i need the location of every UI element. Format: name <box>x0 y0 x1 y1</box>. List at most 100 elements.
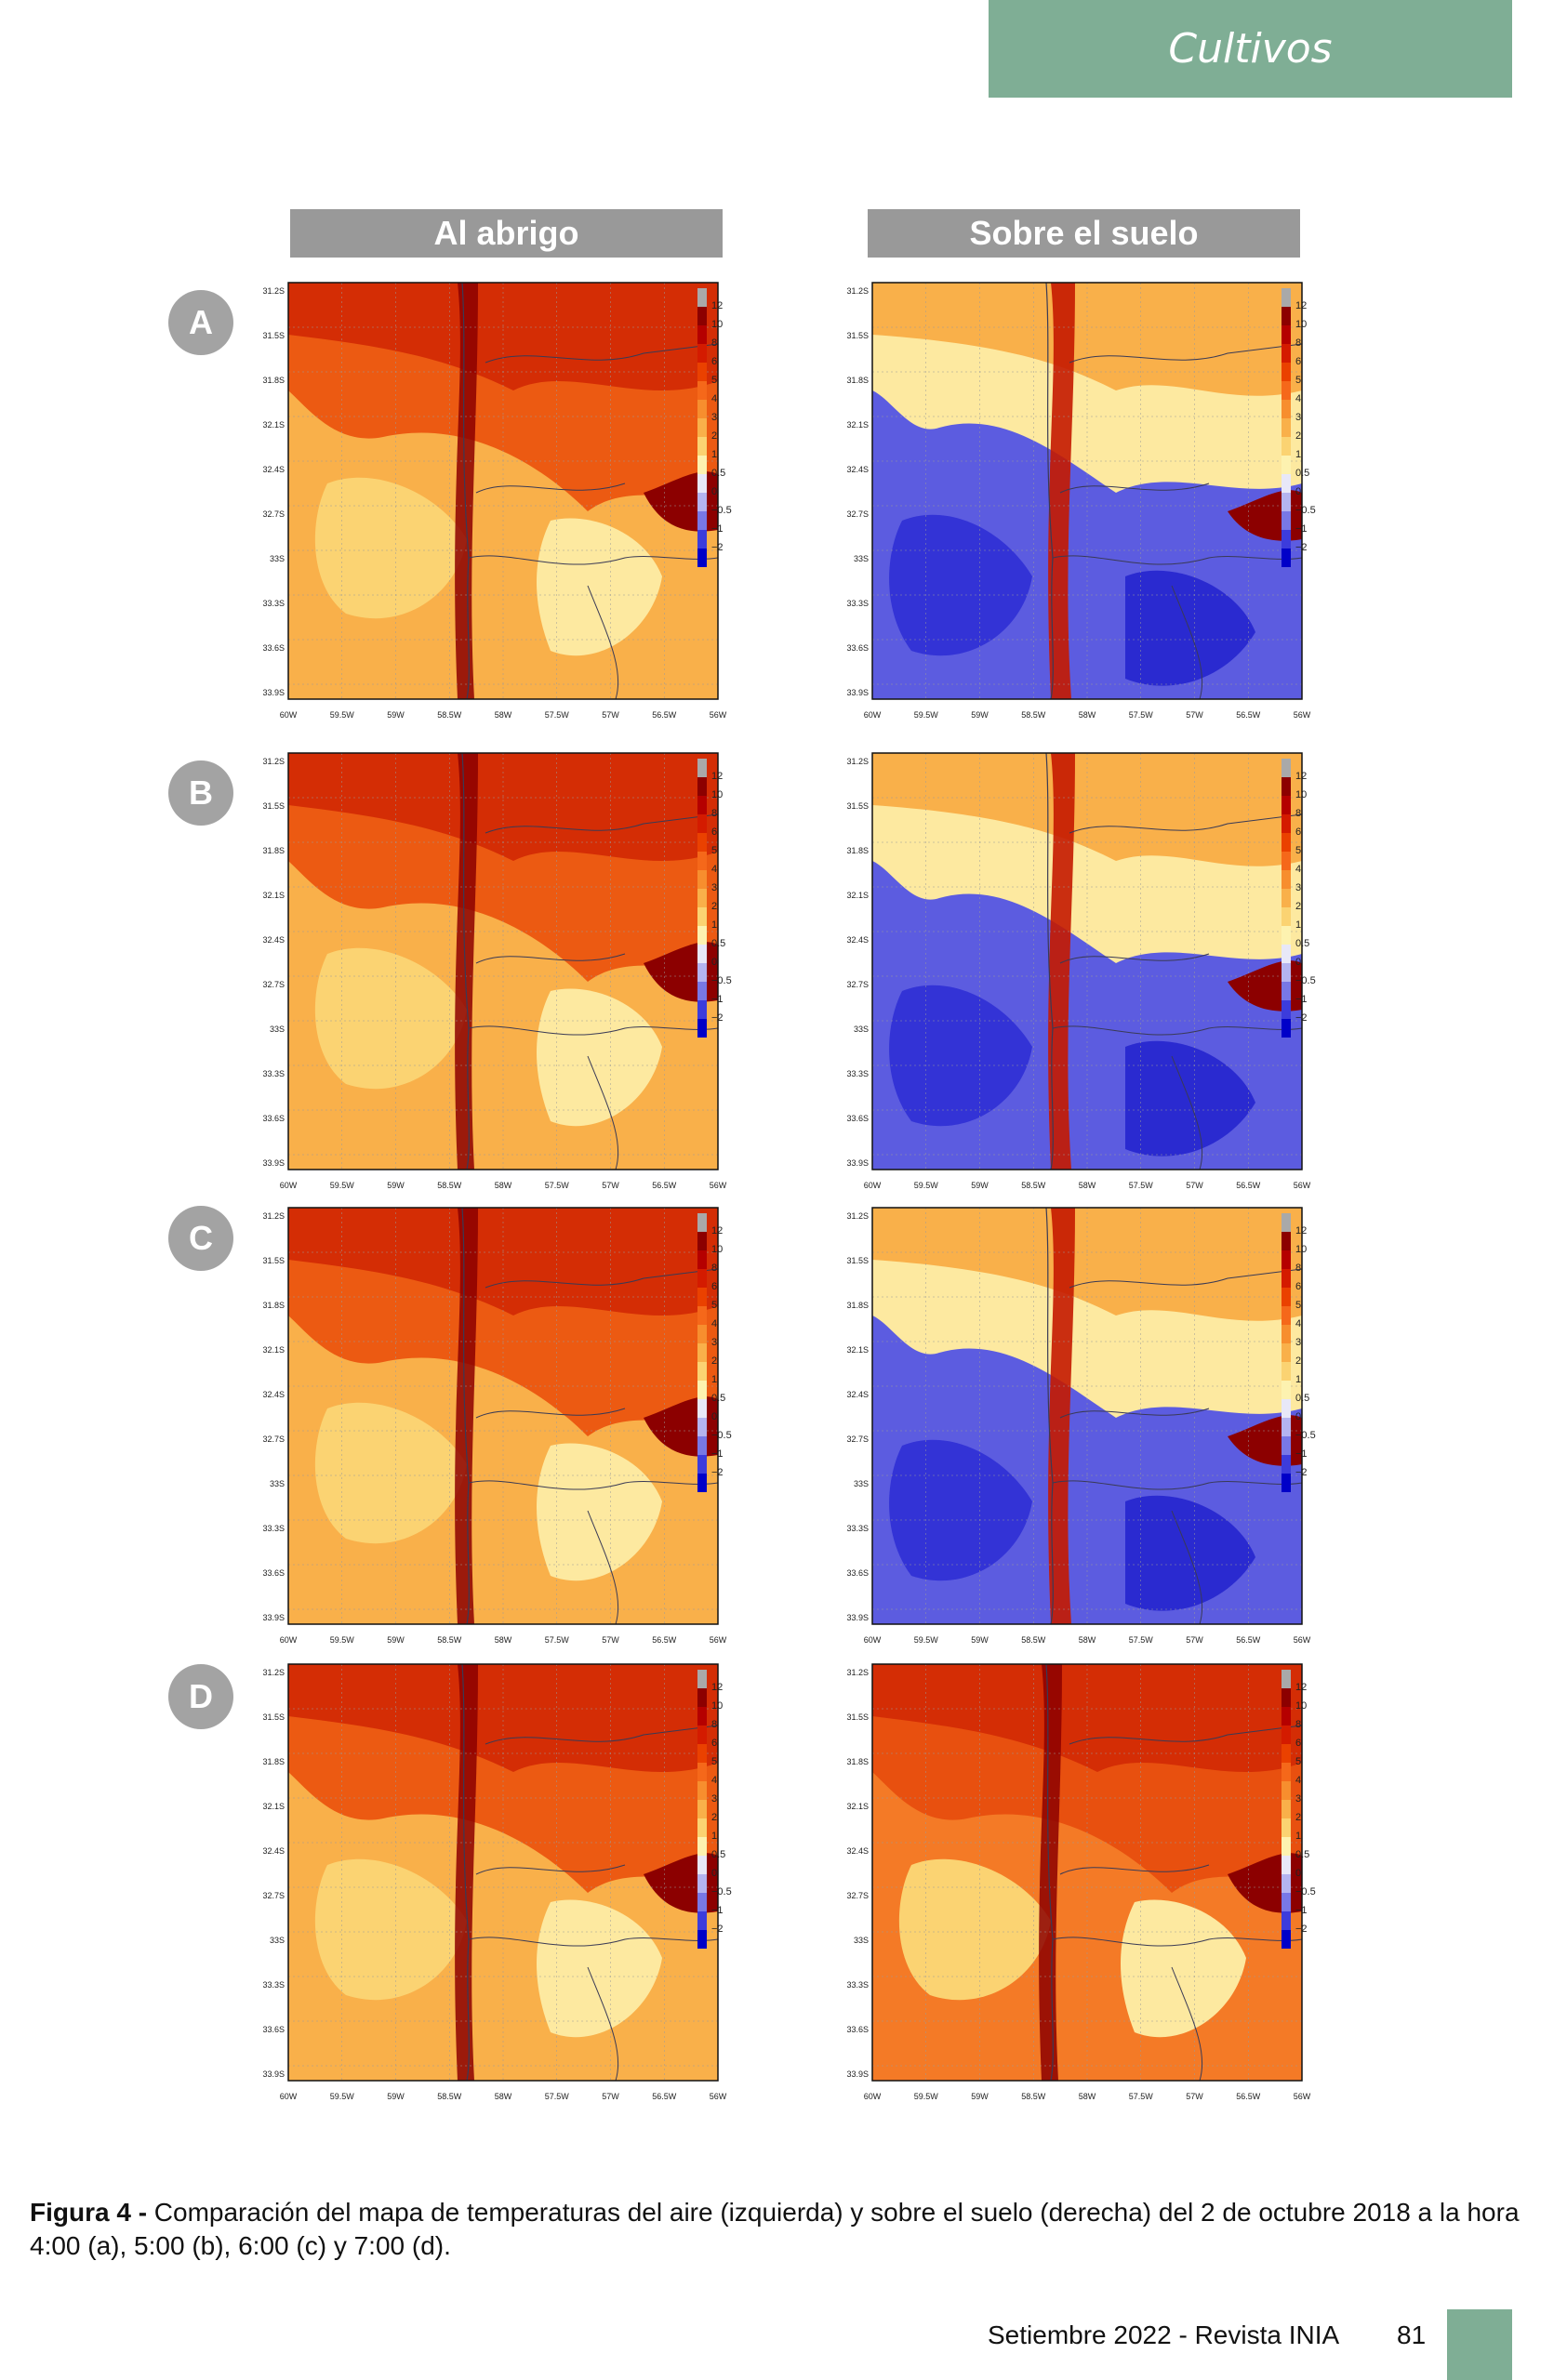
colorbar-segment <box>1281 945 1291 963</box>
colorbar-segment <box>697 852 707 870</box>
colorbar-segment <box>1281 1213 1291 1232</box>
colorbar-segment <box>1281 474 1291 493</box>
lat-tick-label: 32.4S <box>846 935 869 945</box>
lat-tick-label: 32.1S <box>846 1345 869 1355</box>
lat-tick-label: 32.4S <box>846 1846 869 1856</box>
lon-tick-label: 56.5W <box>652 1635 677 1645</box>
lat-tick-label: 31.5S <box>846 1712 869 1722</box>
lon-tick-label: 56.5W <box>652 710 677 720</box>
colorbar-label: −0.5 <box>1295 975 1316 986</box>
lat-tick-label: 33.9S <box>262 1158 285 1168</box>
colorbar-label: 4 <box>711 1318 718 1329</box>
colorbar-label: 6 <box>711 1738 718 1749</box>
lat-tick-label: 33.6S <box>846 1568 869 1578</box>
colorbar-label: 10 <box>711 1700 724 1712</box>
colorbar-segment <box>1281 418 1291 437</box>
colorbar-segment <box>697 381 707 400</box>
colorbar-label: 3 <box>711 1337 718 1348</box>
lat-tick-label: 33S <box>269 1936 285 1945</box>
colorbar-segment <box>697 1800 707 1818</box>
lon-tick-label: 57.5W <box>1128 1635 1153 1645</box>
figure-caption: Figura 4 - Comparación del mapa de tempe… <box>30 2196 1536 2263</box>
colorbar-label: 5 <box>711 1756 718 1767</box>
colorbar-segment <box>697 344 707 363</box>
colorbar-label: −1 <box>711 1448 724 1460</box>
colorbar-label: 8 <box>711 337 718 349</box>
colorbar-label: 2 <box>711 430 718 442</box>
colorbar-segment <box>1281 1474 1291 1492</box>
lon-tick-label: 57W <box>1186 710 1203 720</box>
lat-tick-label: 33.9S <box>262 1613 285 1622</box>
colorbar-label: 5 <box>1295 375 1302 386</box>
colorbar-label: 0 <box>1295 1411 1302 1422</box>
lon-tick-label: 59W <box>971 710 989 720</box>
colorbar-segment <box>697 1362 707 1381</box>
colorbar-segment <box>697 493 707 511</box>
colorbar-label: 3 <box>1295 412 1302 423</box>
colorbar-label: 5 <box>1295 845 1302 856</box>
colorbar-segment <box>1281 777 1291 796</box>
colorbar-segment <box>1281 1232 1291 1250</box>
lon-tick-label: 59W <box>387 1635 405 1645</box>
colorbar-segment <box>697 1837 707 1856</box>
colorbar-label: 5 <box>711 845 718 856</box>
colorbar-segment <box>1281 288 1291 307</box>
lon-tick-label: 58W <box>494 1181 512 1190</box>
map-panel-b-abrigo: 31.2S 31.5S 31.8S 32.1S 32.4S 32.7S 33S 33.3S 33… <box>234 749 811 1194</box>
colorbar-segment <box>1281 456 1291 474</box>
footer-color-block <box>1447 2309 1512 2380</box>
colorbar-label: 6 <box>1295 826 1302 838</box>
colorbar-label: 10 <box>1295 1700 1308 1712</box>
lon-tick-label: 56W <box>1293 2092 1311 2101</box>
lon-tick-label: 60W <box>279 1635 298 1645</box>
lat-tick-label: 33.6S <box>262 643 285 653</box>
section-title: Cultivos <box>1168 25 1333 73</box>
lon-tick-label: 58W <box>494 710 512 720</box>
colorbar-segment <box>1281 1744 1291 1763</box>
colorbar-label: 12 <box>711 1225 724 1236</box>
lon-tick-label: 56.5W <box>652 2092 677 2101</box>
colorbar-label: 12 <box>711 1682 724 1693</box>
colorbar-segment <box>1281 1000 1291 1019</box>
colorbar-segment <box>1281 1399 1291 1418</box>
colorbar-segment <box>697 437 707 456</box>
lon-tick-label: 59.5W <box>913 2092 938 2101</box>
colorbar-label: −2 <box>711 1467 724 1478</box>
colorbar-label: 4 <box>1295 1318 1302 1329</box>
colorbar-segment <box>697 796 707 814</box>
colorbar-segment <box>1281 1837 1291 1856</box>
colorbar-label: 1 <box>711 449 718 460</box>
colorbar-label: 3 <box>711 412 718 423</box>
lat-tick-label: 31.5S <box>846 1256 869 1265</box>
colorbar-label: 0 <box>711 486 718 497</box>
colorbar-segment <box>1281 363 1291 381</box>
lon-tick-label: 58.5W <box>1021 1635 1046 1645</box>
lat-tick-label: 32.7S <box>262 1435 285 1444</box>
lat-tick-label: 33.3S <box>262 1980 285 1990</box>
colorbar-segment <box>1281 833 1291 852</box>
lat-tick-label: 33.6S <box>846 643 869 653</box>
lat-tick-label: 32.7S <box>262 509 285 519</box>
colorbar-segment <box>1281 1818 1291 1837</box>
colorbar-segment <box>1281 1763 1291 1781</box>
colorbar-label: 4 <box>1295 1775 1302 1786</box>
colorbar-label: 0.5 <box>1295 468 1310 479</box>
colorbar-label: 0 <box>711 957 718 968</box>
lon-tick-label: 57.5W <box>1128 2092 1153 2101</box>
lon-tick-label: 57W <box>602 1181 619 1190</box>
lat-tick-label: 33S <box>269 1025 285 1034</box>
lat-tick-label: 31.2S <box>846 286 869 296</box>
temperature-map <box>871 1207 1303 1625</box>
lat-tick-label: 33S <box>269 1479 285 1488</box>
colorbar-label: 10 <box>711 319 724 330</box>
row-label-b: B <box>168 760 233 826</box>
colorbar-label: 8 <box>1295 337 1302 349</box>
colorbar-label: 12 <box>711 771 724 782</box>
colorbar-label: 0 <box>1295 957 1302 968</box>
map-panel-b-suelo: 31.2S 31.5S 31.8S 32.1S 32.4S 32.7S 33S 33.3S 33… <box>818 749 1395 1194</box>
colorbar-label: 0.5 <box>711 1849 726 1860</box>
caption-text: Comparación del mapa de temperaturas del… <box>30 2198 1520 2260</box>
colorbar-label: 1 <box>1295 1374 1302 1385</box>
lon-tick-label: 60W <box>279 1181 298 1190</box>
lat-tick-label: 31.5S <box>846 331 869 340</box>
